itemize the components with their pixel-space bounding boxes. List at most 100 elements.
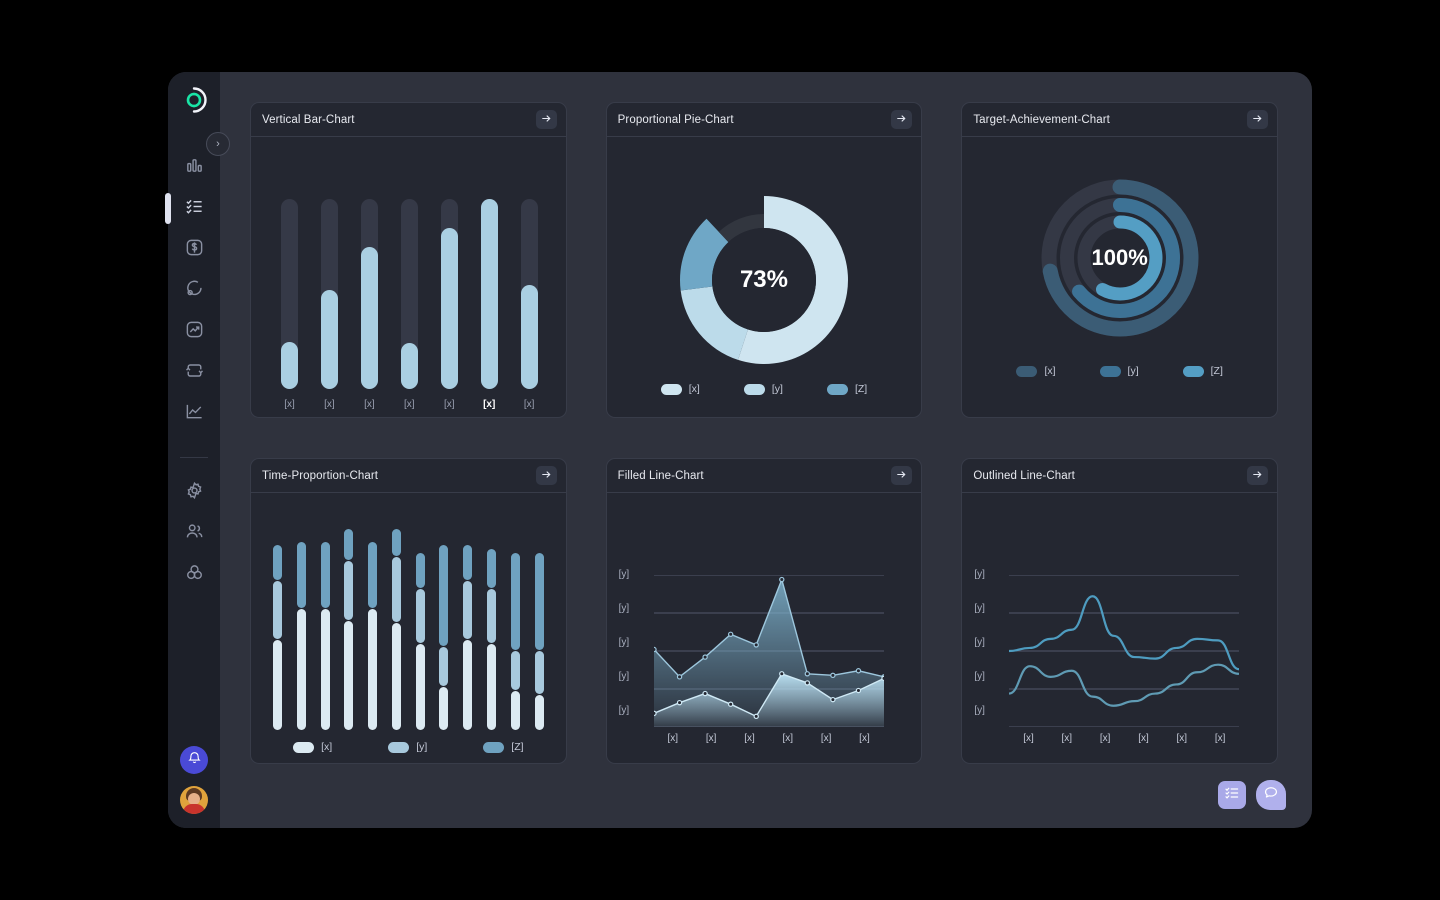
time-proportion-plot [273,529,544,730]
user-avatar[interactable] [180,786,208,814]
stacked-bar[interactable] [296,541,306,730]
legend-item[interactable]: [x] [660,383,700,395]
donut-slice[interactable] [680,286,748,360]
data-point[interactable] [855,668,861,674]
card-body: [y] [y] [y] [y] [y] [x] [x] [x] [x] [x] [x] [962,493,1277,763]
checklist-fab-button[interactable] [1218,781,1246,809]
bar-track[interactable] [400,199,418,389]
data-point[interactable] [804,671,810,677]
legend-item[interactable]: [Z] [826,383,867,395]
bar-fill [440,227,458,389]
stacked-bar[interactable] [391,529,401,730]
stacked-bar-segment [296,541,306,609]
data-point[interactable] [653,710,657,717]
sidebar-item-settings[interactable] [168,472,220,513]
donut-slice[interactable] [718,214,764,243]
legend-item[interactable]: [y] [743,383,783,395]
card-filled-line-chart: Filled Line-Chart [y] [y] [y] [y] [y] [x] [x]… [605,458,923,764]
bar-track[interactable] [480,199,498,389]
card-open-button[interactable] [535,110,557,129]
data-point[interactable] [727,701,734,707]
ring-progress[interactable] [1041,179,1199,337]
x-axis-label: [x] [744,733,755,744]
sidebar-item-team[interactable] [168,513,220,554]
bar-track[interactable] [520,199,538,389]
series-line[interactable] [1009,663,1240,707]
y-axis-label: [y] [974,603,985,614]
stacked-bar[interactable] [273,544,282,730]
data-point[interactable] [653,646,657,653]
card-open-button[interactable] [1246,110,1268,129]
stacked-bar[interactable] [320,541,330,730]
legend-item[interactable]: [Z] [1182,365,1223,377]
series-line[interactable] [1009,595,1240,671]
data-point[interactable] [778,576,785,583]
notifications-button[interactable] [180,746,208,774]
legend-item[interactable]: [y] [1099,365,1139,377]
data-point[interactable] [727,631,734,637]
brand-logo[interactable] [179,85,209,115]
chat-fab-button[interactable] [1256,780,1286,810]
stacked-bar[interactable] [415,552,425,730]
card-open-button[interactable] [1246,466,1268,485]
data-point[interactable] [880,675,884,682]
chart-grid: Vertical Bar-Chart [x] [x] [x] [x] [x] [x] [x]… [250,102,1278,764]
stacked-bar[interactable] [487,548,497,730]
sidebar-item-sync[interactable] [168,352,220,393]
sidebar-item-tasks[interactable] [165,188,220,229]
bar-track[interactable] [360,199,378,389]
data-point[interactable] [702,690,708,697]
stacked-bar[interactable] [510,552,520,730]
data-point[interactable] [804,680,810,686]
data-point[interactable] [829,696,836,703]
stacked-bar-segment [487,644,497,730]
legend-item[interactable]: [x] [1016,365,1056,377]
arrow-right-icon [541,467,552,485]
card-open-button[interactable] [891,466,913,485]
bar-track[interactable] [320,199,338,389]
rings-chart-plot: 100% [962,173,1277,343]
x-axis-label: [x] [1214,733,1226,744]
sidebar-item-segments[interactable] [168,554,220,595]
sidebar-item-trends[interactable] [168,393,220,434]
bar-track[interactable] [440,199,458,389]
venn-circles-icon [185,563,204,587]
card-open-button[interactable] [535,466,557,485]
stacked-bar[interactable] [463,544,473,730]
sidebar-collapse-button[interactable]: › [206,132,230,156]
stacked-bar-segment [320,609,330,730]
bar-track[interactable] [281,199,298,389]
sidebar-item-reports[interactable] [168,311,220,352]
stacked-bar[interactable] [439,544,449,730]
area-line[interactable] [653,577,884,678]
card-open-button[interactable] [891,110,913,129]
area-line[interactable] [653,672,884,718]
stacked-bar-segment [296,609,306,730]
card-body: [x] [x] [x] [x] [x] [x] [x] [251,137,566,417]
legend-label: [y] [1127,365,1139,377]
data-point[interactable] [753,642,759,648]
data-point[interactable] [855,687,861,694]
data-point[interactable] [676,674,682,680]
data-point[interactable] [676,699,682,706]
sidebar-item-messages[interactable] [168,270,220,311]
ring-progress[interactable] [1059,198,1180,318]
donut-slice[interactable] [738,196,848,364]
legend-item[interactable]: [x] [293,741,332,753]
sidebar-nav [165,147,220,595]
sidebar-item-analytics[interactable] [168,147,220,188]
data-point[interactable] [829,672,836,679]
data-point[interactable] [702,654,708,660]
stacked-bar-segment [273,544,282,580]
ring-progress[interactable] [1077,215,1163,301]
legend-item[interactable]: [y] [388,741,427,753]
stacked-bar[interactable] [344,529,354,730]
stacked-bar[interactable] [368,541,378,730]
data-point[interactable] [753,713,759,720]
legend-swatch [743,383,765,395]
sidebar-item-billing[interactable] [168,229,220,270]
data-point[interactable] [778,671,785,677]
legend-item[interactable]: [Z] [483,741,524,753]
donut-slice[interactable] [679,218,729,291]
stacked-bar[interactable] [534,552,544,730]
